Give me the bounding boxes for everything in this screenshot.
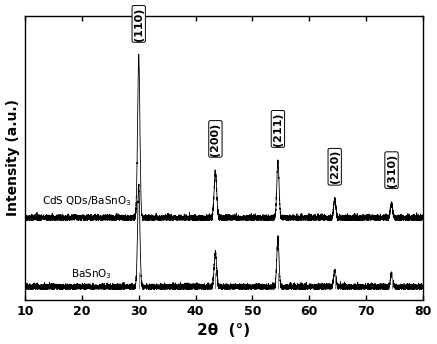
Text: (110): (110)	[134, 7, 144, 41]
X-axis label: 2θ  (°): 2θ (°)	[198, 323, 250, 338]
Text: (310): (310)	[386, 153, 396, 187]
Text: BaSnO$_3$: BaSnO$_3$	[70, 267, 111, 281]
Text: CdS QDs/BaSnO$_3$: CdS QDs/BaSnO$_3$	[42, 195, 132, 208]
Y-axis label: Intensity (a.u.): Intensity (a.u.)	[6, 99, 20, 216]
Text: (211): (211)	[273, 112, 283, 146]
Text: (220): (220)	[329, 150, 340, 183]
Text: (200): (200)	[210, 122, 220, 155]
